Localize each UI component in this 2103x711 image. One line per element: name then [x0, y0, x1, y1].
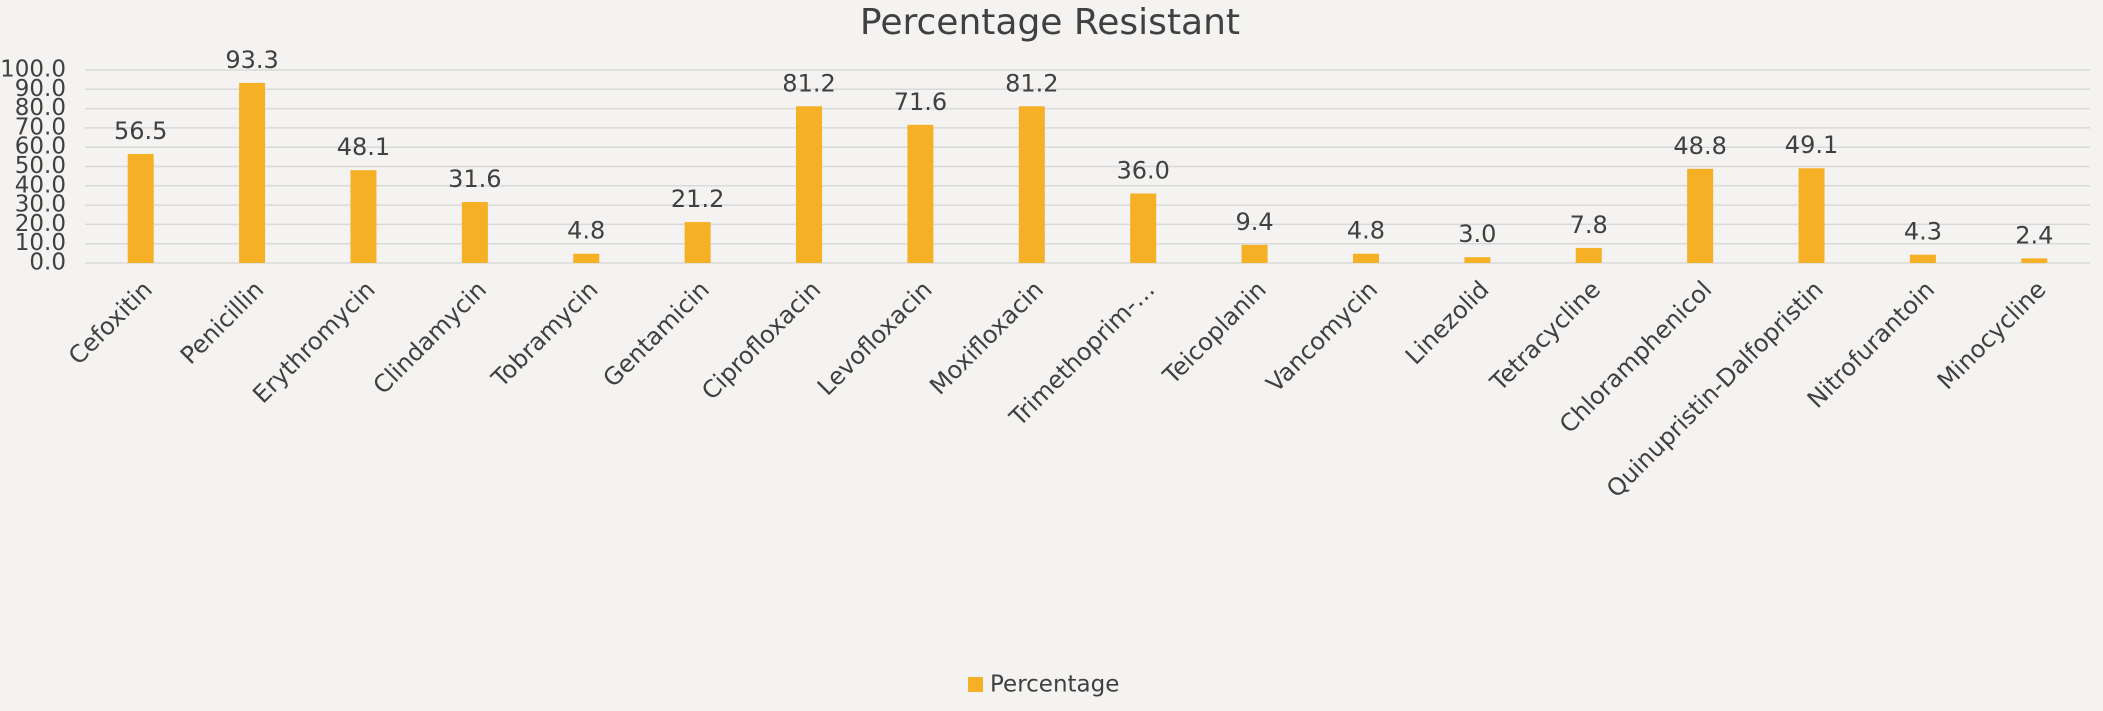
bar: [1909, 254, 1936, 263]
x-tick-label: Moxifloxacin: [924, 275, 1049, 400]
y-tick-label: 30.0: [15, 192, 66, 218]
bar: [1130, 193, 1157, 263]
bar: [1687, 168, 1714, 263]
legend-swatch: [968, 677, 983, 692]
data-label: 21.2: [671, 185, 724, 213]
y-tick-label: 40.0: [15, 172, 66, 198]
bar: [907, 124, 934, 263]
bar: [1464, 257, 1491, 263]
y-tick-label: 0.0: [29, 250, 66, 276]
x-tick-label: Gentamicin: [598, 275, 715, 392]
data-label: 7.8: [1570, 211, 1608, 239]
bar: [1575, 247, 1602, 263]
data-label: 93.3: [225, 46, 278, 74]
legend-label: Percentage: [990, 672, 1119, 698]
data-label: 4.3: [1904, 218, 1942, 246]
bar: [1018, 106, 1045, 263]
bar: [796, 106, 823, 263]
data-label: 4.8: [1347, 217, 1385, 245]
data-label: 49.1: [1785, 131, 1838, 159]
data-label: 4.8: [567, 217, 605, 245]
y-tick-label: 60.0: [15, 134, 66, 160]
x-tick-label: Clindamycin: [368, 275, 492, 399]
bar: [1352, 253, 1379, 263]
x-tick-label: Levofloxacin: [812, 275, 938, 401]
data-label: 3.0: [1458, 220, 1496, 248]
y-tick-label: 70.0: [15, 114, 66, 140]
x-tick-label: Minocycline: [1932, 275, 2052, 395]
data-label: 81.2: [782, 69, 835, 97]
y-tick-label: 50.0: [15, 153, 66, 179]
data-label: 48.1: [337, 133, 390, 161]
bar: [239, 82, 266, 263]
bar: [573, 253, 600, 263]
data-label: 31.6: [448, 165, 501, 193]
y-tick-label: 80.0: [15, 95, 66, 121]
bar: [127, 153, 154, 263]
bar: [461, 202, 488, 263]
x-tick-label: Tetracycline: [1484, 275, 1606, 397]
x-tick-label: Teicoplanin: [1157, 275, 1272, 390]
x-tick-label: Quinupristin-Dalfopristin: [1601, 275, 1829, 503]
data-label: 56.5: [114, 117, 167, 145]
bar: [1798, 168, 1825, 263]
x-tick-label: Linezolid: [1400, 275, 1495, 370]
y-tick-label: 90.0: [15, 76, 66, 102]
bar: [1241, 244, 1268, 263]
bar: [2021, 258, 2048, 263]
data-label: 48.8: [1673, 132, 1726, 160]
y-tick-label: 100.0: [0, 57, 66, 83]
y-tick-label: 10.0: [15, 230, 66, 256]
x-tick-label: Tobramycin: [486, 275, 604, 393]
data-label: 81.2: [1005, 69, 1058, 97]
data-label: 36.0: [1116, 157, 1169, 185]
bar: [350, 170, 377, 263]
x-tick-label: Penicillin: [175, 275, 269, 369]
data-label: 2.4: [2015, 221, 2053, 249]
x-tick-label: Ciprofloxacin: [696, 275, 826, 405]
x-tick-label: Cefoxitin: [63, 275, 158, 370]
x-tick-label: Vancomycin: [1261, 275, 1383, 397]
chart-title: Percentage Resistant: [860, 2, 1240, 43]
data-label: 71.6: [894, 88, 947, 116]
bar: [684, 222, 711, 263]
data-label: 9.4: [1235, 208, 1273, 236]
y-tick-label: 20.0: [15, 211, 66, 237]
